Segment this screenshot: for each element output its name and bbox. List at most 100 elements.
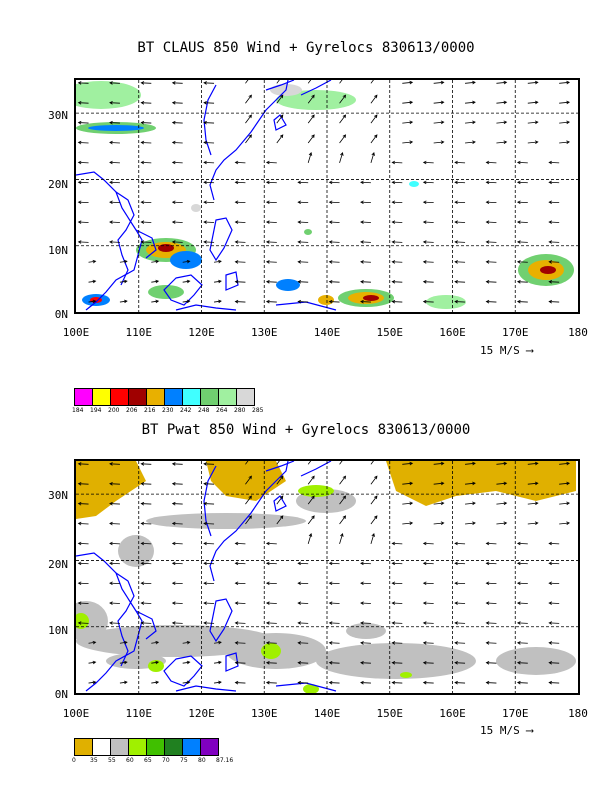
wind-vector-arrow bbox=[182, 279, 191, 284]
panel-1-scale-label: 15 M/S ⟶ bbox=[480, 344, 533, 357]
wind-vector-arrow bbox=[140, 160, 152, 165]
wind-vector-arrow bbox=[485, 601, 497, 605]
wind-vector-arrow bbox=[77, 101, 89, 105]
wind-vector-arrow bbox=[297, 299, 309, 304]
wind-vector-arrow bbox=[171, 160, 183, 165]
wind-vector-arrow bbox=[109, 101, 120, 105]
wind-vector-arrow bbox=[297, 180, 309, 185]
panel-1-color-legend bbox=[74, 388, 255, 406]
wind-vector-arrow bbox=[485, 280, 497, 284]
wind-vector-arrow bbox=[516, 601, 528, 605]
wind-vector-arrow bbox=[433, 461, 445, 466]
panel-1-gridlines bbox=[76, 80, 578, 312]
wind-vector-arrow bbox=[276, 114, 284, 124]
wind-vector-arrow bbox=[203, 462, 215, 466]
wind-vector-arrow bbox=[391, 220, 403, 224]
wind-vector-arrow bbox=[360, 680, 371, 685]
wind-vector-arrow bbox=[360, 601, 371, 605]
wind-vector-arrow bbox=[485, 561, 497, 566]
wind-vector-arrow bbox=[297, 680, 309, 685]
wind-vector-arrow bbox=[171, 101, 183, 105]
wind-vector-arrow bbox=[496, 521, 508, 525]
panel-1-lon-label: 150E bbox=[376, 326, 404, 339]
wind-vector-arrow bbox=[182, 259, 191, 264]
wind-vector-arrow bbox=[496, 501, 508, 506]
panel-2-lon-label: 180 bbox=[568, 707, 588, 720]
panel-1-lat-label-10n: 10N bbox=[48, 244, 68, 257]
legend-swatch bbox=[219, 389, 237, 405]
legend-swatch bbox=[147, 739, 165, 755]
wind-vector-arrow bbox=[265, 641, 277, 645]
wind-vector-arrow bbox=[433, 501, 445, 506]
legend-label: 184 bbox=[72, 407, 84, 414]
legend-label: 87.16 bbox=[216, 757, 234, 764]
legend-swatch bbox=[111, 389, 129, 405]
wind-vector-arrow bbox=[328, 661, 340, 665]
wind-vector-arrow bbox=[234, 680, 246, 685]
wind-vector-arrow bbox=[370, 515, 378, 525]
wind-vector-arrow bbox=[454, 160, 466, 165]
wind-vector-arrow bbox=[88, 299, 97, 304]
wind-vector-arrow bbox=[465, 501, 476, 506]
wind-vector-arrow bbox=[234, 561, 246, 566]
wind-vector-arrow bbox=[182, 660, 191, 665]
wind-vector-arrow bbox=[516, 299, 528, 304]
wind-vector-arrow bbox=[203, 501, 215, 506]
wind-vector-arrow bbox=[422, 260, 434, 264]
legend-swatch bbox=[93, 739, 111, 755]
wind-vector-arrow bbox=[77, 482, 89, 486]
wind-vector-arrow bbox=[77, 462, 89, 466]
wind-vector-arrow bbox=[527, 521, 539, 525]
wind-vector-arrow bbox=[360, 561, 371, 566]
wind-vector-arrow bbox=[559, 521, 571, 525]
wind-vector-arrow bbox=[370, 495, 378, 505]
wind-vector-arrow bbox=[119, 299, 128, 304]
wind-vector-arrow bbox=[140, 541, 152, 546]
legend-label: 70 bbox=[162, 757, 170, 764]
wind-vector-arrow bbox=[422, 561, 434, 566]
wind-vector-arrow bbox=[297, 280, 309, 284]
panel-1-map-canvas bbox=[76, 80, 578, 312]
wind-vector-arrow bbox=[109, 81, 120, 85]
wind-vector-arrow bbox=[203, 482, 215, 486]
panel-2-gridlines bbox=[76, 461, 578, 693]
wind-vector-arrow bbox=[234, 280, 246, 284]
wind-vector-arrow bbox=[360, 180, 371, 185]
wind-vector-arrow bbox=[182, 680, 191, 685]
wind-vector-arrow bbox=[77, 240, 89, 244]
panel-2-lon-label: 150E bbox=[376, 707, 404, 720]
wind-vector-arrow bbox=[454, 581, 466, 586]
panel-1-lon-label: 160E bbox=[439, 326, 466, 339]
legend-swatch bbox=[201, 389, 219, 405]
legend-swatch bbox=[183, 739, 201, 755]
wind-vector-arrow bbox=[360, 260, 371, 264]
wind-vector-arrow bbox=[77, 160, 89, 165]
wind-vector-arrow bbox=[559, 140, 571, 144]
wind-vector-arrow bbox=[516, 581, 528, 586]
wind-vector-arrow bbox=[140, 601, 152, 605]
wind-vector-arrow bbox=[276, 134, 284, 144]
panel-1-coastlines bbox=[76, 80, 337, 311]
wind-vector-arrow bbox=[234, 180, 246, 185]
wind-vector-arrow bbox=[339, 461, 343, 465]
wind-vector-arrow bbox=[151, 279, 160, 284]
wind-vector-arrow bbox=[516, 180, 528, 185]
wind-vector-arrow bbox=[109, 482, 120, 486]
wind-vector-arrow bbox=[360, 641, 371, 645]
wind-vector-arrow bbox=[234, 240, 246, 244]
wind-vector-arrow bbox=[516, 621, 528, 625]
wind-vector-arrow bbox=[391, 541, 403, 546]
wind-vector-arrow bbox=[360, 240, 371, 244]
wind-vector-arrow bbox=[485, 661, 497, 665]
wind-vector-arrow bbox=[109, 462, 120, 466]
legend-swatch bbox=[237, 389, 254, 405]
legend-label: 242 bbox=[180, 407, 192, 414]
wind-vector-arrow bbox=[402, 100, 414, 105]
wind-vector-arrow bbox=[339, 495, 347, 505]
wind-vector-arrow bbox=[171, 482, 183, 486]
legend-label: 75 bbox=[180, 757, 188, 764]
panel-2-lon-label: 170E bbox=[502, 707, 529, 720]
wind-vector-arrow bbox=[109, 240, 120, 244]
wind-vector-arrow bbox=[203, 541, 215, 546]
wind-vector-arrow bbox=[119, 660, 128, 665]
